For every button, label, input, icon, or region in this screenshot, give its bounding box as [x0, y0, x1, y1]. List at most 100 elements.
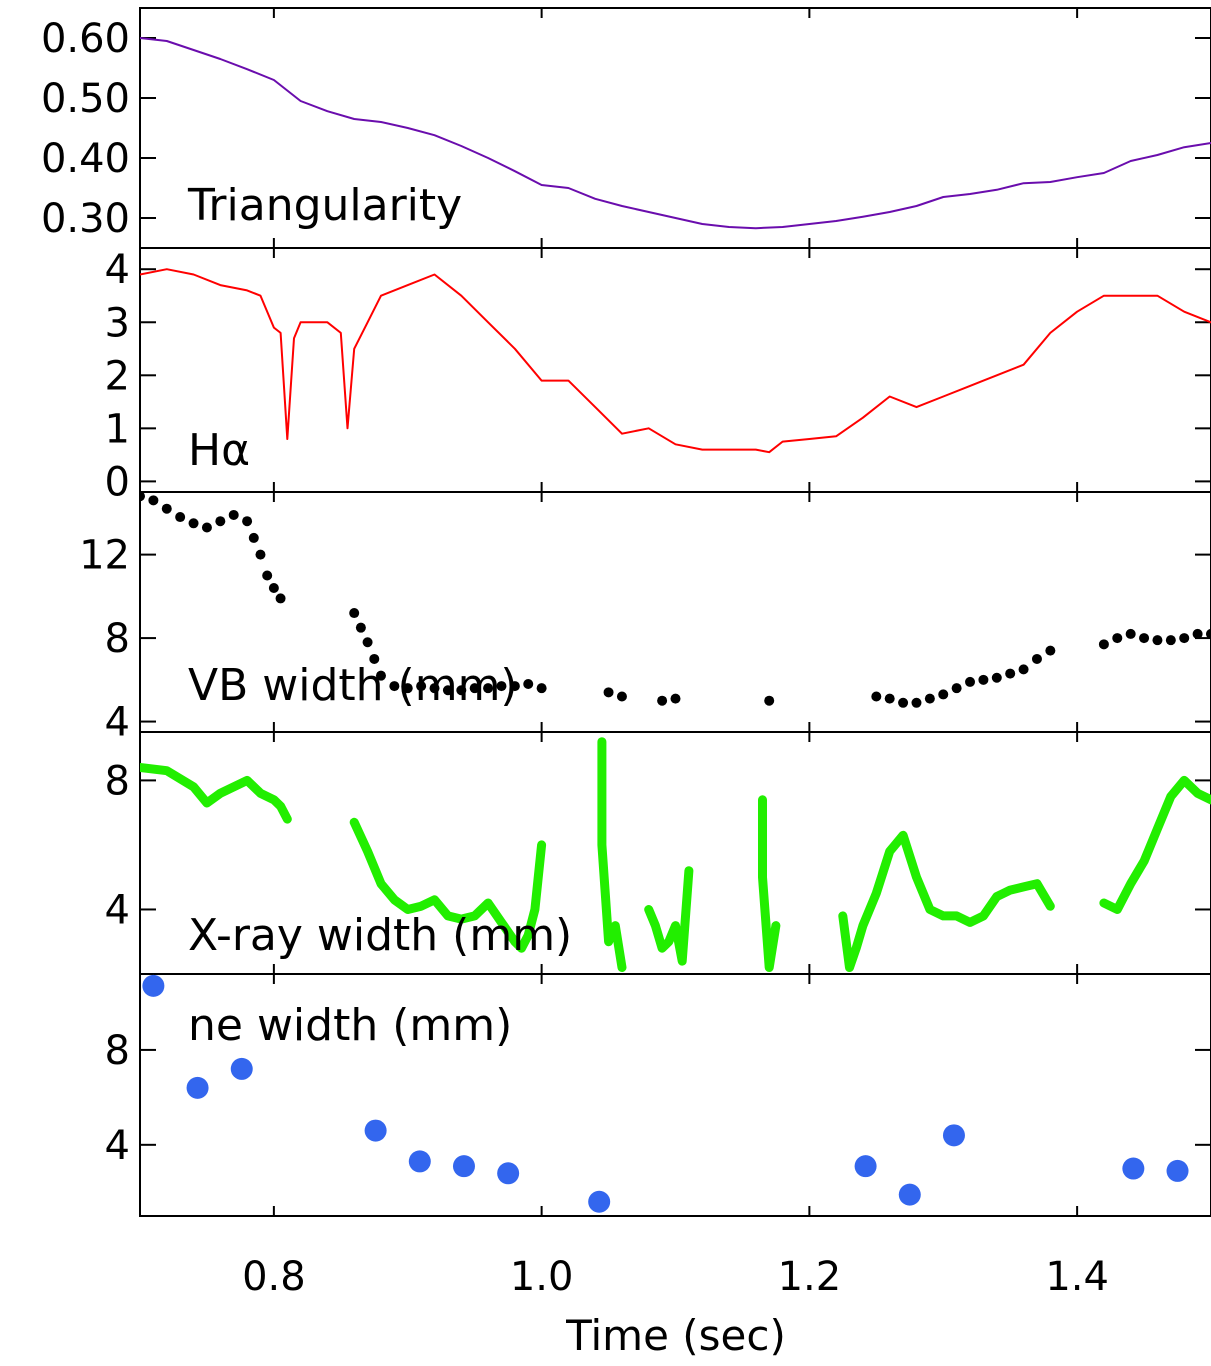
data-point: [262, 570, 273, 581]
data-point: [456, 685, 467, 696]
data-point: [991, 672, 1002, 683]
data-point: [1122, 1157, 1145, 1180]
y-tick-label: 2: [105, 353, 130, 399]
data-point: [509, 681, 520, 692]
panel-frame: [139, 973, 1211, 1217]
y-tick-label: 0.30: [41, 196, 130, 242]
data-point: [140, 492, 145, 502]
panel-label: Hα: [188, 425, 250, 476]
data-point: [942, 1124, 965, 1147]
data-point: [230, 1057, 253, 1080]
panel-label: X-ray width (mm): [188, 910, 572, 961]
data-point: [469, 683, 480, 694]
panel-label: Triangularity: [187, 180, 462, 231]
data-point: [1206, 628, 1211, 639]
data-point: [248, 532, 259, 543]
data-point: [228, 509, 239, 520]
data-point: [1112, 633, 1123, 644]
data-point: [364, 1119, 387, 1142]
data-point: [1152, 635, 1163, 646]
data-point: [255, 549, 266, 560]
series-line: [349, 817, 547, 953]
y-tick-label: 4: [105, 1123, 130, 1169]
data-point: [978, 674, 989, 685]
data-layer: [140, 492, 1211, 708]
x-tick-label: 0.8: [242, 1254, 306, 1300]
panel-0: 0.30 0.40 0.50 0.60 Triangularity: [41, 7, 1211, 249]
data-point: [142, 974, 165, 997]
y-tick-label: 4: [105, 247, 130, 293]
data-point: [670, 693, 681, 704]
panel-frame: [139, 247, 1211, 493]
data-point: [452, 1155, 475, 1178]
y-tick-label: 0.60: [41, 16, 130, 62]
x-axis-title: Time (sec): [565, 1311, 786, 1360]
data-point: [1005, 668, 1016, 679]
data-point: [871, 691, 882, 702]
series-line: [644, 866, 694, 966]
y-tick-label: 8: [105, 616, 130, 662]
data-layer: [140, 268, 1211, 454]
y-tick-label: 4: [105, 887, 130, 933]
data-point: [408, 1150, 431, 1173]
data-point: [898, 1183, 921, 1206]
y-tick-label: 8: [105, 1028, 130, 1074]
panel-label: VB width (mm): [188, 660, 518, 711]
x-axis: Time (sec) 0.8 1.0 1.2 1.4: [242, 1254, 1109, 1360]
panel-1: 0 1 2 3 4 Hα: [105, 247, 1211, 505]
series-line: [758, 795, 781, 972]
data-point: [854, 1155, 877, 1178]
data-point: [588, 1190, 611, 1213]
y-tick-label: 3: [105, 300, 130, 346]
y-tick-label: 12: [79, 533, 130, 579]
data-point: [402, 683, 413, 694]
data-point: [375, 670, 386, 681]
data-point: [268, 583, 279, 593]
panel-4: 4 8 ne width (mm): [105, 973, 1211, 1217]
data-point: [186, 1076, 209, 1099]
data-point: [536, 683, 547, 694]
data-point: [523, 679, 534, 689]
data-layer: [140, 37, 1211, 230]
data-point: [1098, 639, 1109, 650]
series-line: [838, 830, 1055, 972]
series-line: [140, 37, 1211, 230]
data-point: [355, 622, 366, 633]
panel-2: 4 8 12 VB width (mm): [79, 491, 1211, 746]
data-point: [965, 676, 976, 687]
data-point: [483, 683, 494, 694]
data-point: [148, 495, 159, 506]
x-tick-label: 1.0: [510, 1254, 574, 1300]
data-point: [175, 512, 186, 523]
data-point: [1179, 633, 1190, 644]
series-line: [140, 268, 1211, 454]
data-point: [1045, 645, 1056, 656]
data-point: [1125, 628, 1136, 639]
data-point: [442, 685, 453, 696]
series-line: [1099, 775, 1211, 914]
data-point: [1192, 628, 1203, 639]
y-tick-label: 8: [105, 758, 130, 804]
data-point: [275, 593, 286, 604]
y-tick-label: 0.50: [41, 76, 130, 122]
data-point: [616, 691, 627, 702]
panel-label: ne width (mm): [188, 1000, 512, 1051]
data-point: [497, 1162, 520, 1185]
y-tick-label: 1: [105, 406, 130, 452]
x-tick-label: 1.4: [1045, 1254, 1109, 1300]
data-point: [884, 693, 895, 704]
data-point: [911, 697, 922, 708]
data-point: [389, 681, 400, 692]
data-point: [603, 687, 614, 698]
data-point: [362, 637, 373, 648]
data-layer: [140, 737, 1211, 972]
data-point: [369, 653, 380, 664]
data-layer: [142, 974, 1189, 1213]
data-point: [898, 697, 909, 708]
data-point: [924, 693, 935, 704]
data-point: [201, 522, 212, 533]
data-point: [161, 503, 172, 514]
y-tick-label: 0.40: [41, 136, 130, 182]
data-point: [349, 608, 360, 619]
data-point: [938, 689, 949, 700]
